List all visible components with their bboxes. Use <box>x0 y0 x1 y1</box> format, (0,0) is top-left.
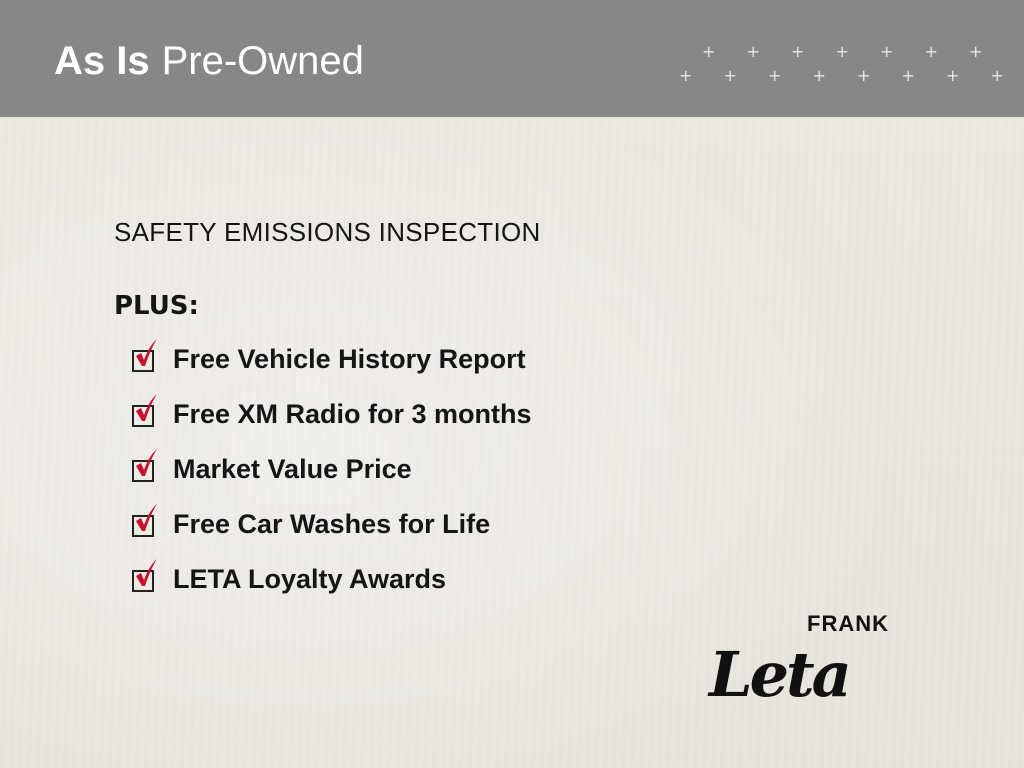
item-label: LETA Loyalty Awards <box>173 564 447 594</box>
page-title: As Is Pre-Owned <box>54 38 364 84</box>
plus-mark: + <box>812 66 826 85</box>
title-rest: Pre-Owned <box>161 39 364 83</box>
plus-mark: + <box>723 66 737 85</box>
list-item: Free Car Washes for Life <box>132 504 490 544</box>
plus-mark: + <box>946 66 960 85</box>
item-label: Market Value Price <box>173 454 412 484</box>
checked-box-icon <box>132 504 157 537</box>
checked-box-icon <box>132 559 157 592</box>
plus-mark: + <box>990 66 1004 85</box>
checked-box-icon <box>132 394 157 427</box>
list-item: Free XM Radio for 3 months <box>132 394 532 434</box>
list-item: LETA Loyalty Awards <box>132 559 446 599</box>
plus-mark: + <box>835 42 849 61</box>
logo-frank: FRANK <box>807 611 889 636</box>
plus-mark: + <box>746 42 760 61</box>
plus-mark: + <box>768 66 782 85</box>
item-label: Free Car Washes for Life <box>173 509 491 539</box>
title-bold: As Is <box>54 39 150 83</box>
plus-mark: + <box>880 42 894 61</box>
item-label: Free Vehicle History Report <box>173 344 526 374</box>
plus-mark: + <box>702 42 716 61</box>
plus-mark: + <box>901 66 915 85</box>
check-mark-icon <box>136 394 157 421</box>
plus-label: PLUS: <box>114 291 199 321</box>
plus-mark: + <box>924 42 938 61</box>
item-label: Free XM Radio for 3 months <box>173 399 532 429</box>
plus-mark: + <box>679 66 693 85</box>
list-item: Market Value Price <box>132 449 412 489</box>
plus-mark: + <box>969 42 983 61</box>
logo-leta: Leta <box>709 638 852 711</box>
checked-box-icon <box>132 449 157 482</box>
checked-box-icon <box>132 339 157 372</box>
header-bar: As Is Pre-Owned + + + + + + + + + + + + + + + <box>0 0 1024 117</box>
plus-mark: + <box>791 42 805 61</box>
frank-leta-logo: FRANK Leta <box>705 612 905 716</box>
check-mark-icon <box>136 504 157 531</box>
section-heading: SAFETY EMISSIONS INSPECTION <box>114 217 541 247</box>
check-mark-icon <box>136 559 157 586</box>
plus-mark: + <box>857 66 871 85</box>
check-mark-icon <box>136 339 157 366</box>
list-item: Free Vehicle History Report <box>132 339 526 379</box>
check-mark-icon <box>136 449 157 476</box>
